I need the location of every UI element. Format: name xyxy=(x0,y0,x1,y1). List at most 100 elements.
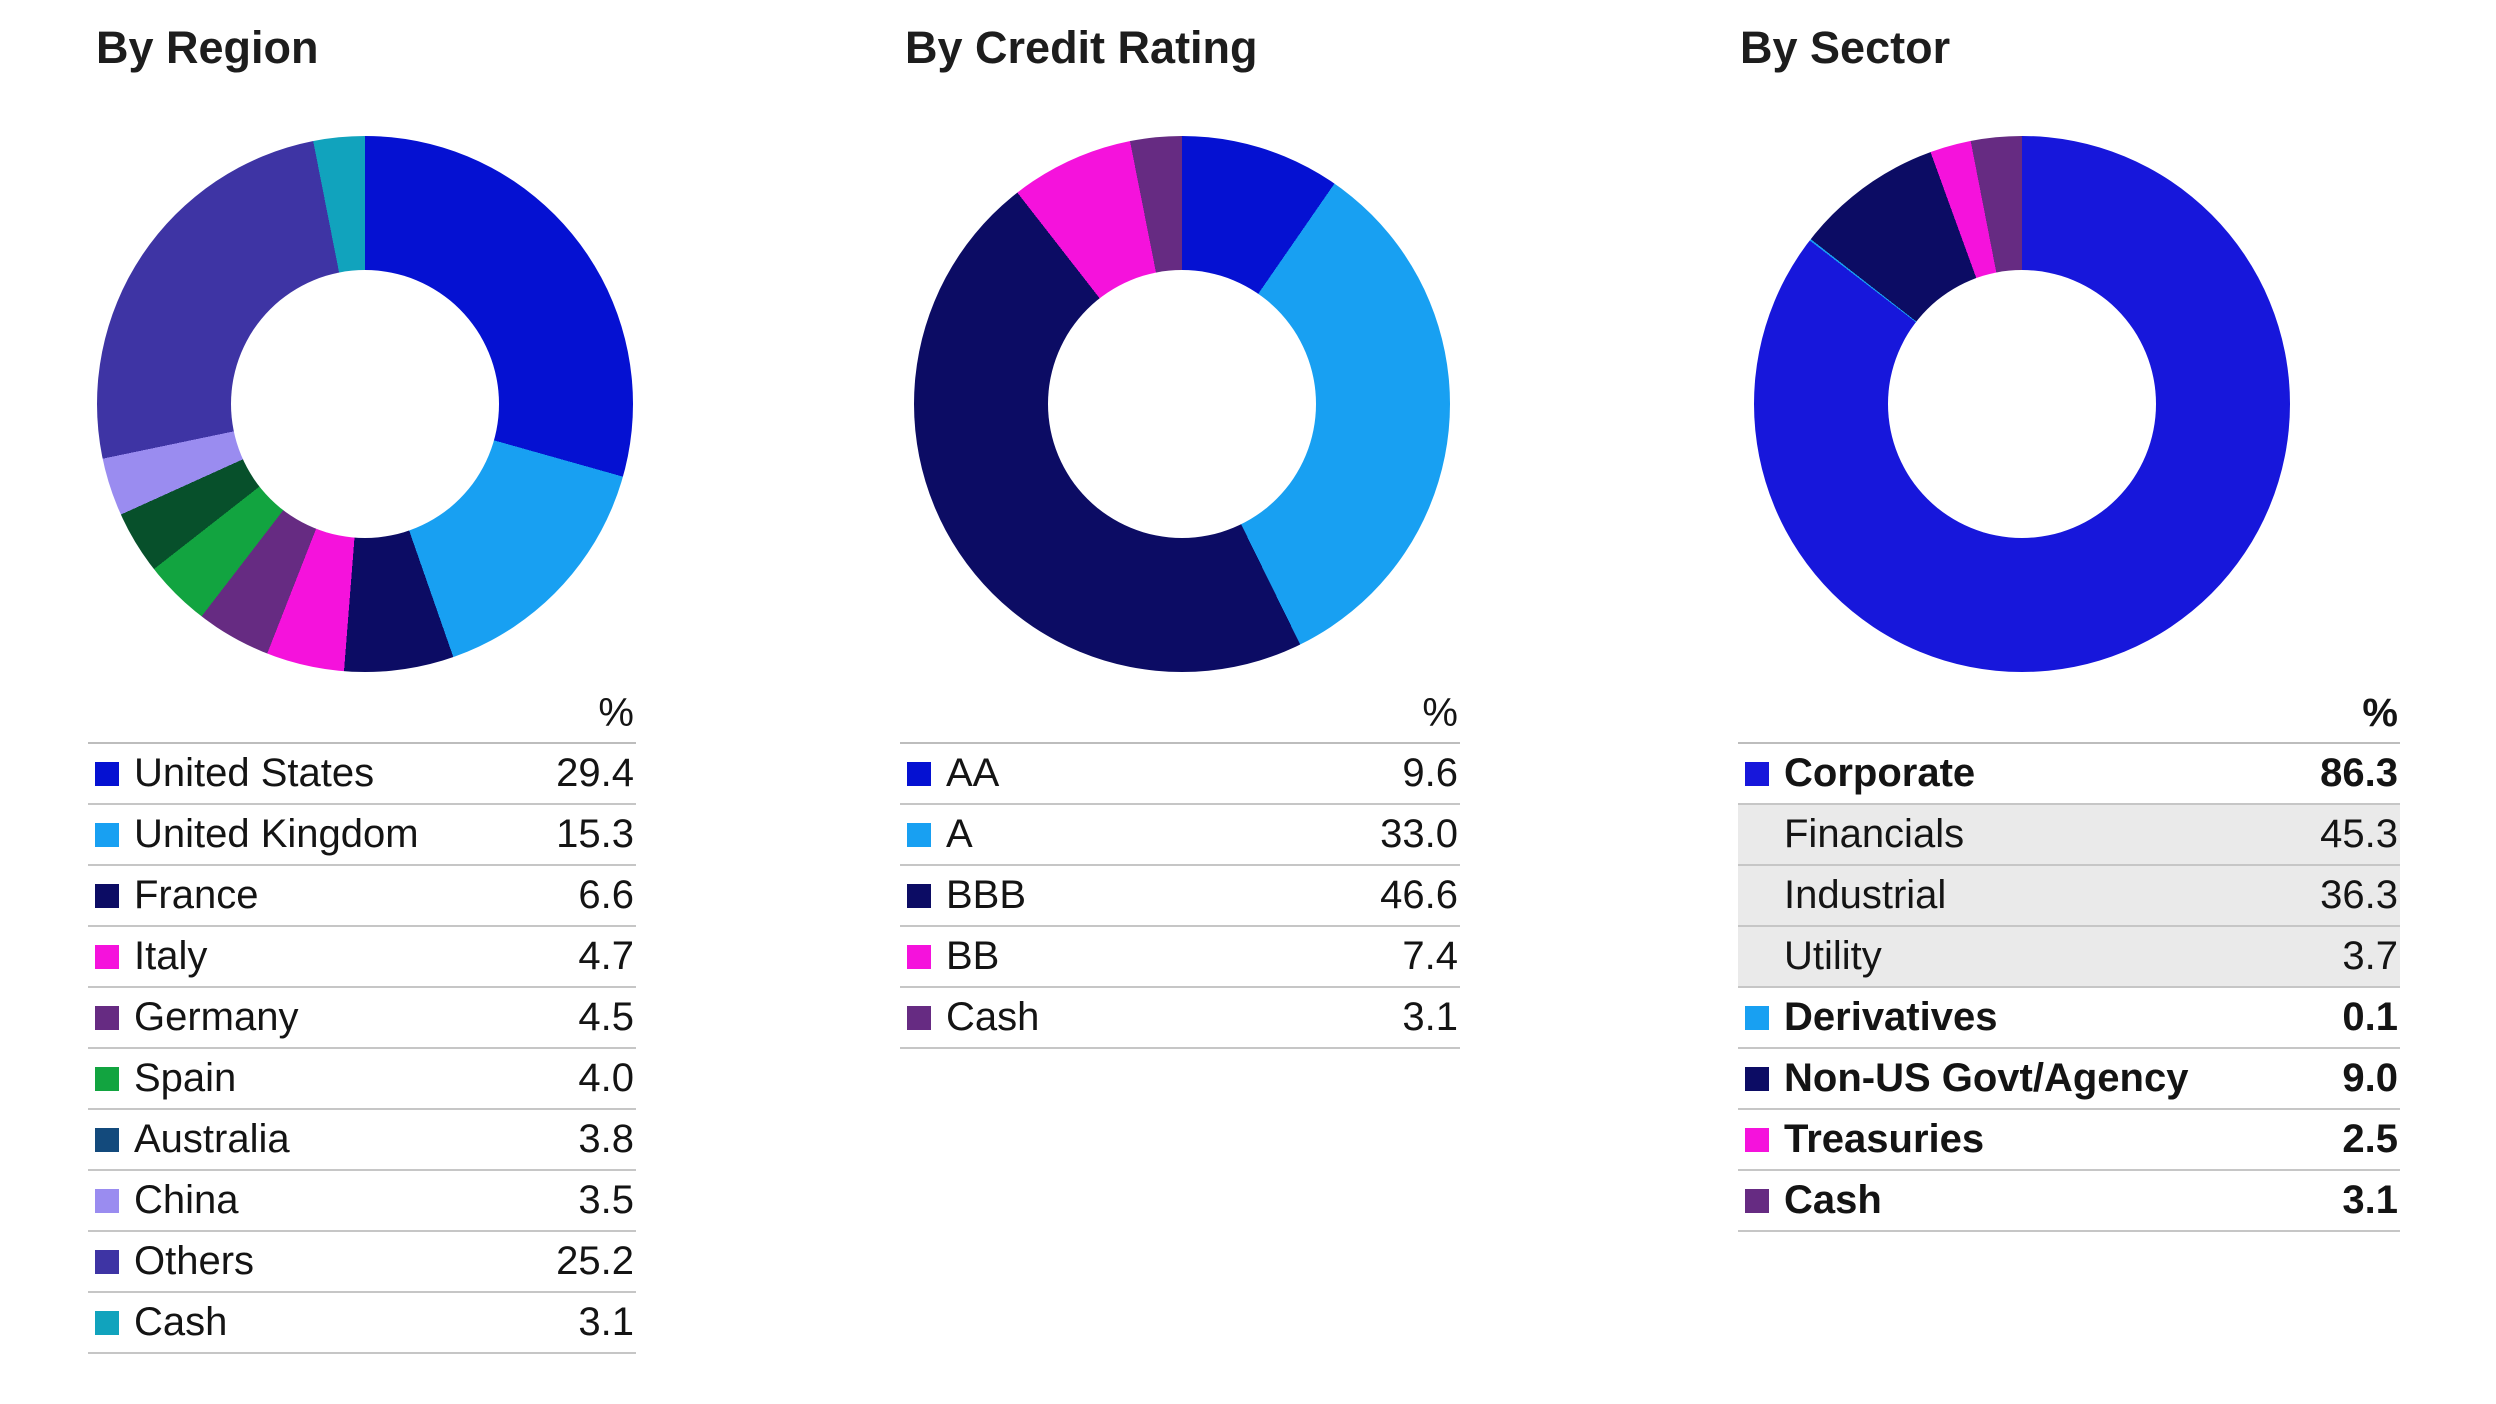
legend-label: Cash xyxy=(946,995,1040,1039)
legend-value: 7.4 xyxy=(1402,934,1458,978)
legend-swatch-icon xyxy=(95,1310,119,1335)
percent-column-header: % xyxy=(1422,691,1458,735)
legend-value: 25.2 xyxy=(556,1239,634,1283)
legend-row: Others 25.2 xyxy=(88,1232,636,1293)
legend-value: 15.3 xyxy=(556,812,634,856)
legend-value: 3.7 xyxy=(2342,934,2398,978)
legend-row: Non-US Govt/Agency 9.0 xyxy=(1738,1049,2400,1110)
percent-column-header: % xyxy=(2362,691,2398,735)
legend-row: Cash 3.1 xyxy=(1738,1171,2400,1232)
legend-label: BB xyxy=(946,934,1000,978)
chart-title-by-sector: By Sector xyxy=(1740,22,1951,73)
legend-label: Corporate xyxy=(1784,751,1976,795)
legend-label: Australia xyxy=(134,1117,290,1161)
legend-row: Cash 3.1 xyxy=(900,988,1460,1049)
legend-label: A xyxy=(946,812,973,856)
legend-swatch-icon xyxy=(907,944,931,969)
legend-row: Corporate 86.3 xyxy=(1738,744,2400,805)
legend-value: 3.8 xyxy=(578,1117,634,1161)
legend-label: Derivatives xyxy=(1784,995,1998,1039)
legend-swatch-icon xyxy=(1745,1127,1769,1152)
legend-swatch-icon xyxy=(907,761,931,786)
legend-label: United States xyxy=(134,751,375,795)
legend-swatch-icon xyxy=(95,1066,119,1091)
legend-by-region: % United States 29.4 United Kingdom 15.3 Fra… xyxy=(88,688,636,1354)
legend-label: Italy xyxy=(134,934,208,978)
legend-value: 9.0 xyxy=(2342,1056,2398,1100)
percent-column-header: % xyxy=(598,691,634,735)
legend-label: United Kingdom xyxy=(134,812,419,856)
legend-value: 4.0 xyxy=(578,1056,634,1100)
legend-row: Spain 4.0 xyxy=(88,1049,636,1110)
legend-label: Others xyxy=(134,1239,255,1283)
legend-by-credit-rating: % AA 9.6 A 33.0 BBB 46.6 BB 7.4 Cash 3.1 xyxy=(900,688,1460,1049)
legend-swatch-icon xyxy=(1745,1188,1769,1213)
legend-label: Non-US Govt/Agency xyxy=(1784,1056,2189,1100)
legend-value: 4.7 xyxy=(578,934,634,978)
legend-value: 0.1 xyxy=(2342,995,2398,1039)
legend-swatch-icon xyxy=(95,883,119,908)
legend-indent-spacer xyxy=(1745,884,1769,908)
donut-hole xyxy=(1888,270,2156,538)
legend-by-sector: % Corporate 86.3 Financials 45.3 Industrial 3… xyxy=(1738,688,2400,1232)
legend-value: 46.6 xyxy=(1380,873,1458,917)
legend-swatch-icon xyxy=(907,1005,931,1030)
legend-swatch-icon xyxy=(95,1127,119,1152)
legend-value: 4.5 xyxy=(578,995,634,1039)
legend-rows: Corporate 86.3 Financials 45.3 Industrial 36.… xyxy=(1738,742,2400,1232)
legend-row: France 6.6 xyxy=(88,866,636,927)
legend-label: Cash xyxy=(134,1300,228,1344)
legend-value: 86.3 xyxy=(2320,751,2398,795)
legend-swatch-icon xyxy=(95,944,119,969)
donut-chart-by-credit-rating xyxy=(914,136,1450,672)
legend-value: 33.0 xyxy=(1380,812,1458,856)
legend-label: AA xyxy=(946,751,1000,795)
donut-chart-by-region xyxy=(97,136,633,672)
legend-row: Treasuries 2.5 xyxy=(1738,1110,2400,1171)
legend-row: Germany 4.5 xyxy=(88,988,636,1049)
legend-indent-spacer xyxy=(1745,945,1769,969)
legend-swatch-icon xyxy=(907,883,931,908)
chart-title-by-region: By Region xyxy=(96,22,319,73)
legend-row: Derivatives 0.1 xyxy=(1738,988,2400,1049)
legend-swatch-icon xyxy=(95,1005,119,1030)
legend-row: Australia 3.8 xyxy=(88,1110,636,1171)
legend-swatch-icon xyxy=(95,822,119,847)
legend-label: Germany xyxy=(134,995,299,1039)
legend-label: Treasuries xyxy=(1784,1117,1985,1161)
legend-swatch-icon xyxy=(95,761,119,786)
legend-row: Italy 4.7 xyxy=(88,927,636,988)
legend-value: 45.3 xyxy=(2320,812,2398,856)
legend-swatch-icon xyxy=(95,1249,119,1274)
donut-hole xyxy=(231,270,499,538)
legend-row: Industrial 36.3 xyxy=(1738,866,2400,927)
legend-row: China 3.5 xyxy=(88,1171,636,1232)
legend-value: 3.5 xyxy=(578,1178,634,1222)
legend-row: Financials 45.3 xyxy=(1738,805,2400,866)
legend-value: 3.1 xyxy=(2342,1178,2398,1222)
legend-label: Industrial xyxy=(1784,873,1947,917)
legend-row: Utility 3.7 xyxy=(1738,927,2400,988)
legend-row: A 33.0 xyxy=(900,805,1460,866)
legend-row: BB 7.4 xyxy=(900,927,1460,988)
legend-label: France xyxy=(134,873,259,917)
legend-row: United Kingdom 15.3 xyxy=(88,805,636,866)
legend-swatch-icon xyxy=(1745,1005,1769,1030)
legend-swatch-icon xyxy=(1745,761,1769,786)
legend-value: 9.6 xyxy=(1402,751,1458,795)
donut-chart-by-sector xyxy=(1754,136,2290,672)
legend-swatch-icon xyxy=(1745,1066,1769,1091)
legend-swatch-icon xyxy=(907,822,931,847)
legend-value: 6.6 xyxy=(578,873,634,917)
legend-label: BBB xyxy=(946,873,1027,917)
legend-swatch-icon xyxy=(95,1188,119,1213)
legend-label: Spain xyxy=(134,1056,237,1100)
legend-label: Financials xyxy=(1784,812,1965,856)
legend-value: 3.1 xyxy=(578,1300,634,1344)
legend-label: Cash xyxy=(1784,1178,1882,1222)
chart-title-by-credit-rating: By Credit Rating xyxy=(905,22,1258,73)
legend-indent-spacer xyxy=(1745,823,1769,847)
legend-rows: AA 9.6 A 33.0 BBB 46.6 BB 7.4 Cash 3.1 xyxy=(900,742,1460,1049)
legend-value: 29.4 xyxy=(556,751,634,795)
legend-rows: United States 29.4 United Kingdom 15.3 Franc… xyxy=(88,742,636,1354)
